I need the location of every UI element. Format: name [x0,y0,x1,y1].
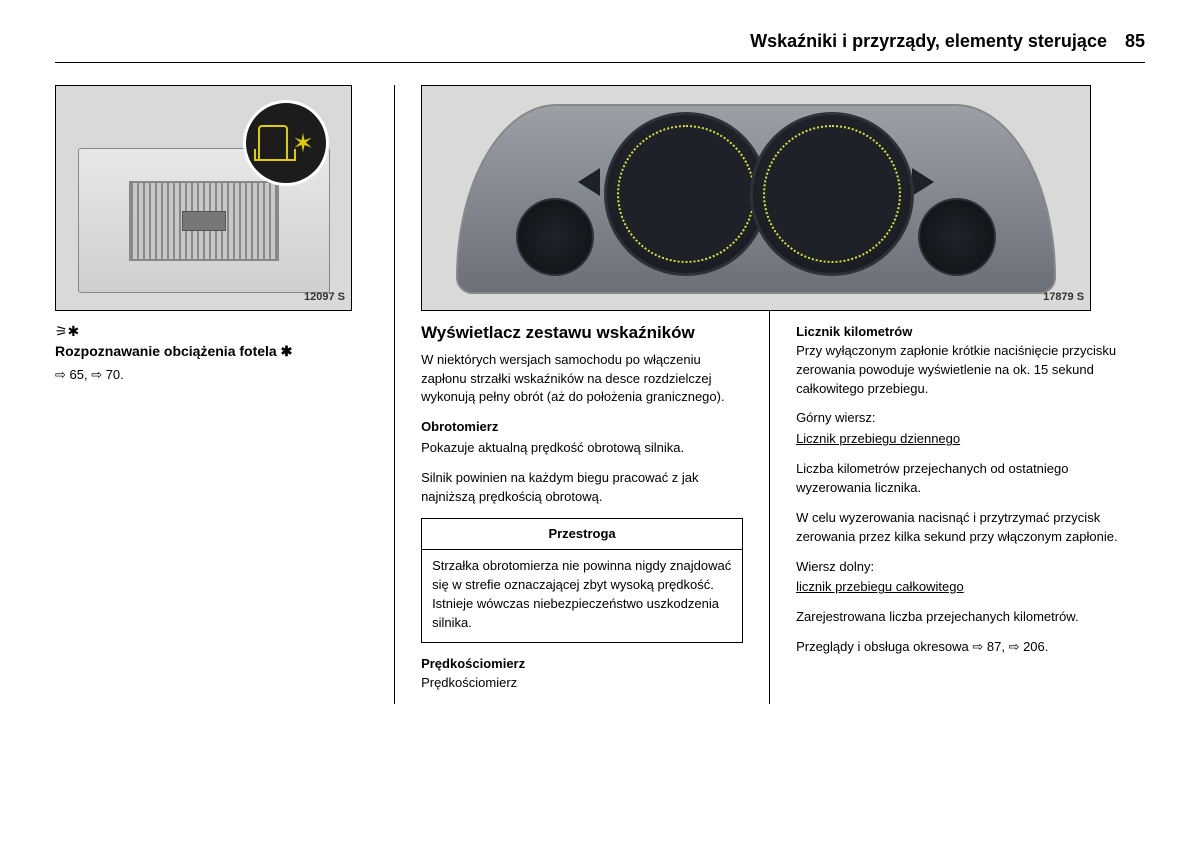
child-seat-icon [258,125,288,161]
tachometer [604,112,768,276]
total-counter-desc: Zarejestrowana liczba przejechanych kilo… [796,608,1145,627]
figure-label: 12097 S [304,290,345,306]
instrument-cluster-graphic: 38.6 3024 [456,104,1056,294]
page-number: 85 [1125,28,1145,54]
total-counter-label: licznik przebiegu całkowitego [796,578,1145,597]
speaker-grille [129,181,279,261]
tachometer-heading: Obrotomierz [421,418,743,437]
turn-signal-left-icon [578,168,600,196]
turn-signal-right-icon [912,168,934,196]
seat-recognition-heading: Rozpoznawanie obciążenia fotela ✱ [55,341,366,361]
section-title: Wyświetlacz zestawu wskaźników [421,321,743,346]
top-row-label: Górny wiersz: [796,409,1145,428]
trip-reset-desc: W celu wyzerowania nacisnąć i przytrzyma… [796,509,1145,547]
service-ref: Przeglądy i obsługa okresowa ⇨ 87, ⇨ 206… [796,638,1145,657]
figure-seat-sensor: ✶ 12097 S [55,85,352,311]
trip-counter-label: Licznik przebiegu dziennego [796,430,1145,449]
tachometer-advice: Silnik powinien na każdym biegu pracować… [421,469,743,507]
content-columns: ✶ 12097 S ⚞✱ Rozpoznawanie obciążenia fo… [55,85,1145,703]
caution-heading: Przestroga [422,519,742,551]
tachometer-desc: Pokazuje aktualną prędkość obrotową siln… [421,439,743,458]
caution-box: Przestroga Strzałka obrotomierza nie pow… [421,518,743,643]
figure-label: 17879 S [1043,290,1084,306]
figure-instrument-cluster: 38.6 3024 17879 S [421,85,1091,311]
seat-recognition-refs: ⇨ 65, ⇨ 70. [55,366,366,385]
header-title: Wskaźniki i przyrządy, elementy sterując… [750,28,1107,54]
trip-counter-desc: Liczba kilometrów przejechanych od ostat… [796,460,1145,498]
page-header: Wskaźniki i przyrządy, elementy sterując… [55,28,1145,63]
odometer-heading: Licznik kilometrów [796,323,1145,342]
speedometer: 38.6 3024 [750,112,914,276]
column-1: ✶ 12097 S ⚞✱ Rozpoznawanie obciążenia fo… [55,85,394,703]
symbol-line: ⚞✱ [55,321,366,341]
icon-callout-bubble: ✶ [243,100,329,186]
odometer-p1: Przy wyłączonym zapłonie krótkie naciśni… [796,342,1145,399]
speedometer-desc: Prędkościomierz [421,674,743,693]
column-2: 38.6 3024 17879 S Wyświetlacz zestawu ws… [394,85,770,703]
temp-gauge [516,198,594,276]
intro-paragraph: W niektórych wersjach samochodu po włącz… [421,351,743,408]
speedometer-heading: Prędkościomierz [421,655,743,674]
bottom-row-label: Wiersz dolny: [796,558,1145,577]
fuel-gauge [918,198,996,276]
caution-body: Strzałka obrotomierza nie powinna nigdy … [422,550,742,641]
